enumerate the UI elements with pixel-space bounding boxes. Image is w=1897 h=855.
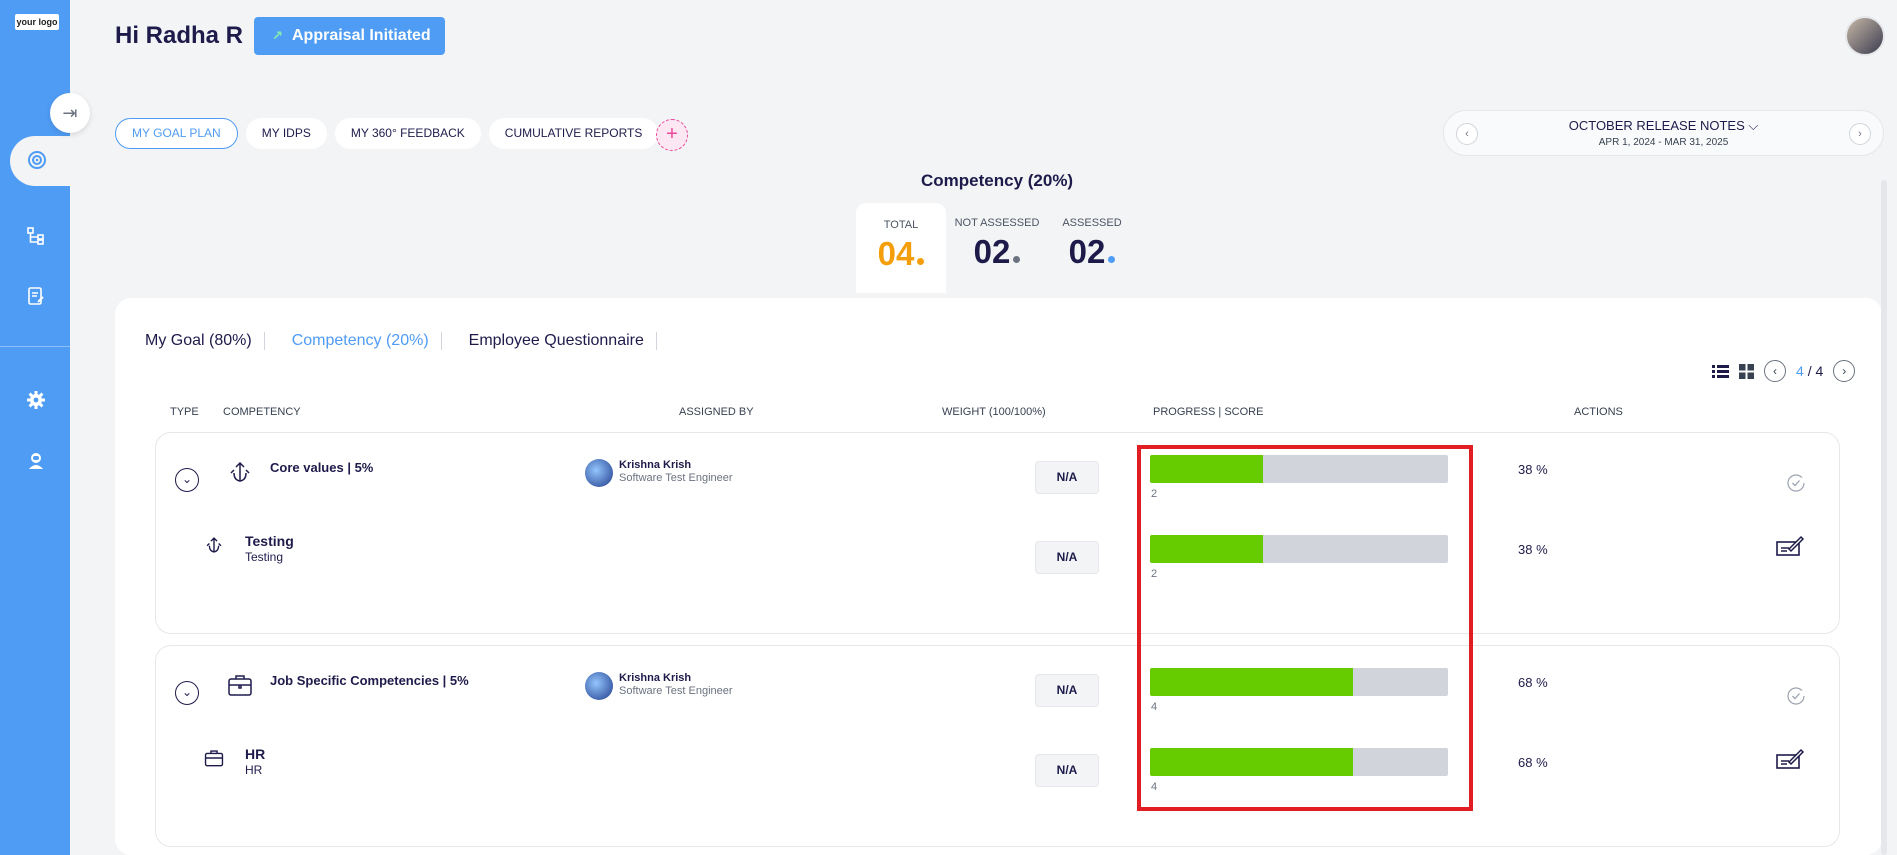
anchor-icon <box>206 537 222 553</box>
trend-up-icon: ↗ <box>272 28 283 43</box>
stat-not-assessed-value: 02 <box>973 233 1011 270</box>
add-button[interactable]: + <box>656 119 688 151</box>
pill-my-goal-plan[interactable]: MY GOAL PLAN <box>115 118 238 149</box>
briefcase-icon <box>228 675 252 696</box>
sub-competency-name[interactable]: Testing <box>245 533 294 549</box>
weight-badge: N/A <box>1035 754 1099 787</box>
tab-my-goal[interactable]: My Goal (80%) <box>145 332 265 350</box>
col-type: TYPE <box>170 406 199 418</box>
sign-edit-icon[interactable] <box>1775 746 1805 774</box>
target-icon <box>28 151 46 169</box>
summary-title: Competency (20%) <box>921 171 1074 190</box>
progress-percent: 38 % <box>1518 462 1548 477</box>
progress-bar <box>1150 455 1448 483</box>
sub-competency-desc: Testing <box>245 550 284 564</box>
briefcase-icon <box>204 750 224 767</box>
next-period-button[interactable]: › <box>1849 123 1871 145</box>
stat-total[interactable]: TOTAL 04 <box>856 203 946 293</box>
chevron-down-icon: ⌄ <box>181 685 193 699</box>
stat-assessed[interactable]: ASSESSED 02 <box>1062 217 1122 270</box>
table-row: ⌄ Job Specific Competencies | 5% Krishna… <box>156 646 1839 716</box>
competency-name[interactable]: Core values | 5% <box>270 460 374 475</box>
prev-period-button[interactable]: ‹ <box>1456 123 1478 145</box>
page-indicator: 4 / 4 <box>1796 363 1824 379</box>
avatar <box>585 672 613 700</box>
chevron-down-icon: ⌵ <box>1748 118 1759 133</box>
check-circle-icon[interactable] <box>1786 686 1806 706</box>
pill-my-360-feedback[interactable]: MY 360° FEEDBACK <box>334 118 481 149</box>
sub-competency-name[interactable]: HR <box>245 746 266 762</box>
score: 2 <box>1151 488 1158 500</box>
pill-cumulative-reports[interactable]: CUMULATIVE REPORTS <box>488 118 659 149</box>
table-row: ⌄ Core values | 5% Krishna Krish Softwar… <box>156 433 1839 503</box>
sign-edit-icon[interactable] <box>1775 533 1805 561</box>
progress-percent: 68 % <box>1518 755 1548 770</box>
progress-bar <box>1150 535 1448 563</box>
competency-group-core-values: ⌄ Core values | 5% Krishna Krish Softwar… <box>155 432 1840 634</box>
stat-not-assessed[interactable]: NOT ASSESSED 02 <box>954 217 1040 270</box>
goal-plan-nav: MY GOAL PLAN MY IDPS MY 360° FEEDBACK CU… <box>115 118 659 149</box>
score: 4 <box>1151 781 1158 793</box>
progress-percent: 38 % <box>1518 542 1548 557</box>
col-progress-score: PROGRESS | SCORE <box>1153 406 1264 418</box>
avatar <box>585 459 613 487</box>
release-title: OCTOBER RELEASE NOTES <box>1568 118 1745 133</box>
table-row: Testing Testing N/A 2 38 % <box>156 513 1839 583</box>
user-avatar[interactable] <box>1845 16 1885 56</box>
weight-badge: N/A <box>1035 541 1099 574</box>
col-assigned-by: ASSIGNED BY <box>679 406 754 418</box>
greeting: Hi Radha R <box>115 22 244 49</box>
weight-badge: N/A <box>1035 674 1099 707</box>
scrollbar[interactable] <box>1881 180 1887 855</box>
tab-employee-questionnaire[interactable]: Employee Questionnaire <box>469 332 657 350</box>
grid-view-icon[interactable] <box>1739 363 1754 379</box>
list-view-icon[interactable] <box>1712 364 1729 379</box>
competency-name[interactable]: Job Specific Competencies | 5% <box>270 673 469 688</box>
release-dates: APR 1, 2024 - MAR 31, 2025 <box>1598 137 1729 148</box>
expand-collapse-button[interactable]: ⌄ <box>175 681 199 705</box>
prev-page-button[interactable]: ‹ <box>1764 360 1786 382</box>
stat-total-value: 04 <box>877 235 915 272</box>
weight-badge: N/A <box>1035 461 1099 494</box>
chevron-down-icon: ⌄ <box>181 472 193 486</box>
expand-collapse-button[interactable]: ⌄ <box>175 468 199 492</box>
table-row: HR HR N/A 4 68 % <box>156 726 1839 796</box>
sidebar-item-goals[interactable] <box>10 136 80 186</box>
view-controls: ‹ 4 / 4 › <box>1712 360 1856 382</box>
section-tabs: My Goal (80%) Competency (20%) Employee … <box>145 332 684 350</box>
appraisal-status-button[interactable]: ↗ Appraisal Initiated <box>254 17 445 55</box>
release-notes-selector[interactable]: ‹ OCTOBER RELEASE NOTES ⌵ APR 1, 2024 - … <box>1443 110 1884 156</box>
support-agent-icon[interactable] <box>26 450 46 470</box>
pill-my-idps[interactable]: MY IDPS <box>245 118 327 149</box>
sidebar: your logo <box>0 0 80 855</box>
score: 2 <box>1151 568 1158 580</box>
sub-competency-desc: HR <box>245 763 263 777</box>
progress-percent: 68 % <box>1518 675 1548 690</box>
gear-icon[interactable] <box>26 390 46 410</box>
document-edit-icon[interactable] <box>26 286 46 306</box>
org-chart-icon[interactable] <box>26 226 46 246</box>
check-circle-icon[interactable] <box>1786 473 1806 493</box>
sidebar-toggle-button[interactable]: ⇥ <box>50 93 90 133</box>
tab-competency[interactable]: Competency (20%) <box>292 332 442 350</box>
progress-bar <box>1150 668 1448 696</box>
competency-group-job-specific: ⌄ Job Specific Competencies | 5% Krishna… <box>155 645 1840 847</box>
collapse-arrow-icon: ⇥ <box>62 103 78 123</box>
canvas-corner <box>70 0 98 28</box>
col-competency: COMPETENCY <box>223 406 301 418</box>
anchor-icon <box>230 461 250 482</box>
col-weight: WEIGHT (100/100%) <box>942 406 1046 418</box>
logo: your logo <box>15 14 59 30</box>
col-actions: ACTIONS <box>1574 406 1623 418</box>
next-page-button[interactable]: › <box>1833 360 1856 382</box>
score: 4 <box>1151 701 1158 713</box>
progress-bar <box>1150 748 1448 776</box>
sidebar-divider <box>0 346 70 347</box>
stat-assessed-value: 02 <box>1068 233 1106 270</box>
